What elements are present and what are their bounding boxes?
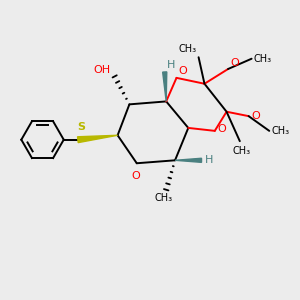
Text: CH₃: CH₃ (254, 54, 272, 64)
Text: H: H (167, 61, 176, 70)
Polygon shape (175, 158, 202, 162)
Polygon shape (77, 135, 118, 142)
Text: CH₃: CH₃ (178, 44, 196, 54)
Text: O: O (131, 172, 140, 182)
Text: CH₃: CH₃ (154, 193, 172, 203)
Text: O: O (251, 111, 260, 121)
Text: CH₃: CH₃ (232, 146, 250, 157)
Text: O: O (179, 65, 188, 76)
Polygon shape (163, 72, 167, 101)
Text: H: H (205, 155, 213, 165)
Text: OH: OH (93, 65, 110, 75)
Text: S: S (77, 122, 85, 132)
Text: CH₃: CH₃ (272, 126, 290, 136)
Text: O: O (218, 124, 226, 134)
Text: O: O (230, 58, 239, 68)
